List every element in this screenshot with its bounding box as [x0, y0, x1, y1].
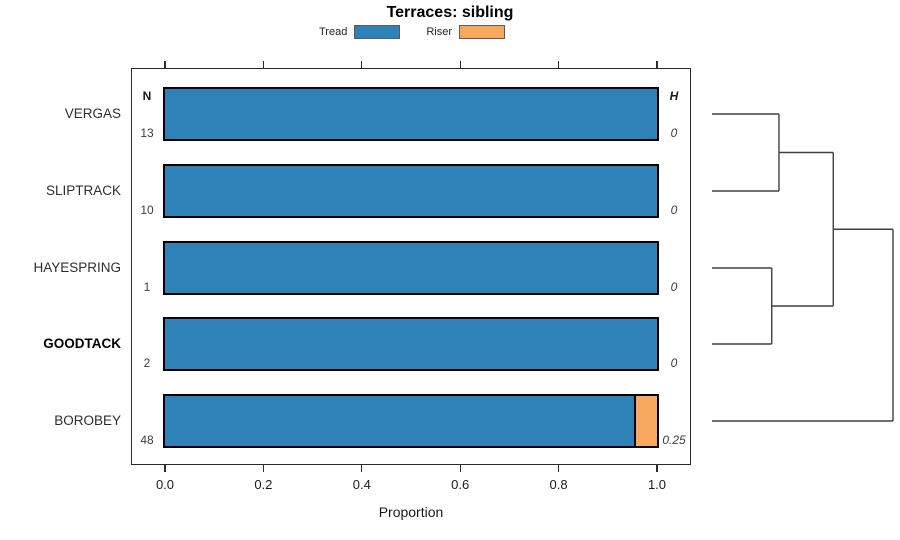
x-tick-label: 0.2 — [254, 477, 273, 492]
bottom-axis-tick — [558, 465, 560, 472]
top-axis-tick — [558, 61, 560, 68]
h-value: 0 — [670, 203, 678, 217]
h-value: 0 — [670, 280, 678, 294]
bar-sliptrack — [163, 164, 659, 218]
legend-swatch-tread — [354, 25, 401, 39]
category-label-goodtack: GOODTACK — [43, 336, 121, 351]
chart-title: Terraces: sibling — [386, 4, 514, 21]
legend: Tread Riser — [319, 25, 505, 39]
h-value: 0.25 — [662, 433, 686, 447]
legend-item-riser: Riser — [426, 25, 505, 39]
bottom-axis-tick — [262, 465, 264, 472]
category-label-sliptrack: SLIPTRACK — [45, 183, 121, 198]
legend-swatch-riser — [459, 25, 505, 39]
top-axis-tick — [361, 61, 363, 68]
legend-item-tread: Tread — [319, 25, 401, 39]
top-axis-tick — [262, 61, 264, 68]
bar-borobey — [163, 394, 659, 448]
x-axis-title: Proportion — [378, 504, 444, 520]
top-axis-tick — [459, 61, 461, 68]
n-value: 13 — [140, 126, 154, 140]
bar-goodtack — [163, 317, 659, 371]
x-tick-label: 0.4 — [352, 477, 371, 492]
legend-label: Riser — [426, 26, 452, 38]
top-axis-tick — [656, 61, 658, 68]
category-label-hayespring: HAYESPRING — [33, 260, 121, 275]
category-label-borobey: BOROBEY — [54, 413, 121, 428]
bottom-axis-tick — [164, 465, 166, 472]
bar-vergas — [163, 87, 659, 141]
n-column-header: N — [142, 89, 152, 103]
bottom-axis-tick — [656, 465, 658, 472]
x-tick-label: 0.8 — [549, 477, 568, 492]
bottom-axis-tick — [459, 465, 461, 472]
top-axis-tick — [164, 61, 166, 68]
n-value: 10 — [140, 203, 154, 217]
riser-segment — [634, 396, 657, 446]
n-value: 1 — [143, 280, 151, 294]
bottom-axis-tick — [361, 465, 363, 472]
x-tick-label: 1.0 — [647, 477, 667, 492]
h-value: 0 — [670, 126, 678, 140]
bar-hayespring — [163, 241, 659, 295]
category-label-vergas: VERGAS — [64, 106, 121, 121]
n-value: 48 — [140, 433, 154, 447]
x-tick-label: 0.0 — [155, 477, 175, 492]
x-tick-label: 0.6 — [451, 477, 470, 492]
h-value: 0 — [670, 356, 678, 370]
h-column-header: H — [669, 89, 679, 103]
n-value: 2 — [143, 356, 151, 370]
legend-label: Tread — [319, 26, 348, 38]
